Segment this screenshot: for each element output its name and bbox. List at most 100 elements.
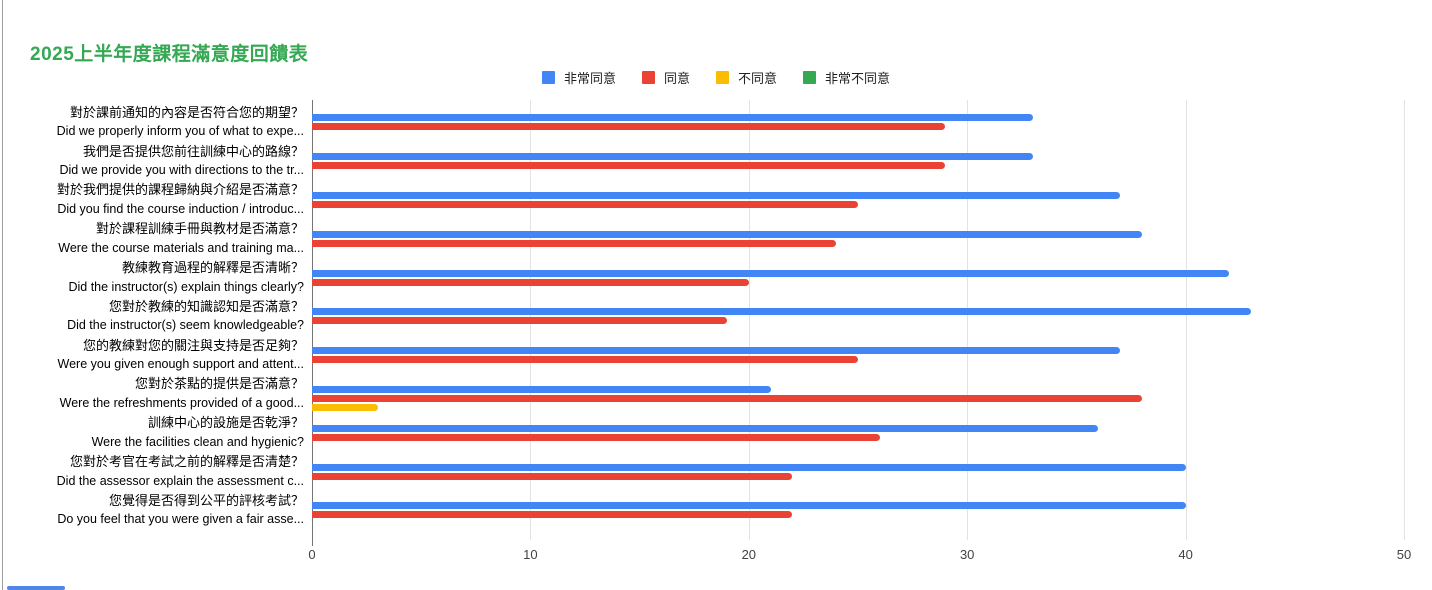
legend-label: 不同意 (738, 71, 778, 86)
category-label: 您的教練對您的關注與支持是否足夠？ Were you given enough s… (0, 336, 312, 375)
category-row: 對於課程訓練手冊與教材是否滿意？ Were the course material… (0, 219, 1404, 258)
category-row: 對於課前通知的內容是否符合您的期望？ Did we properly inform… (0, 103, 1404, 142)
category-row: 您對於考官在考試之前的解釋是否清楚？ Did the assessor expla… (0, 452, 1404, 491)
bar-同意 (312, 511, 793, 519)
category-label: 您對於茶點的提供是否滿意？ Were the refreshments provi… (0, 375, 312, 414)
category-label-zh: 您對於茶點的提供是否滿意？ (134, 376, 304, 392)
category-bars (312, 258, 1404, 297)
category-label-en: Did we properly inform you of what to ex… (56, 124, 304, 139)
category-label-zh: 您對於教練的知識認知是否滿意？ (108, 298, 304, 314)
bar-同意 (312, 200, 858, 208)
bar-非常同意 (312, 153, 1033, 161)
legend-item: 非常不同意 (803, 68, 890, 87)
category-bars (312, 452, 1404, 491)
bar-不同意 (312, 403, 378, 411)
category-label-en: Did the instructor(s) explain things cle… (68, 279, 304, 294)
bar-同意 (312, 239, 837, 247)
bar-同意 (312, 472, 793, 480)
category-bars (312, 103, 1404, 142)
category-label: 對於我們提供的課程歸納與介紹是否滿意？ Did you find the cour… (0, 181, 312, 220)
category-label: 您對於考官在考試之前的解釋是否清楚？ Did the assessor expla… (0, 452, 312, 491)
category-label-zh: 您的教練對您的關注與支持是否足夠？ (82, 337, 304, 353)
x-axis-tick-label: 40 (1178, 547, 1193, 562)
category-row: 您的教練對您的關注與支持是否足夠？ Were you given enough s… (0, 336, 1404, 375)
legend-item: 同意 (641, 68, 690, 87)
category-label-zh: 對於課程訓練手冊與教材是否滿意？ (95, 221, 304, 237)
category-row: 教練教育過程的解釋是否清晰？ Did the instructor(s) expl… (0, 258, 1404, 297)
category-label: 您覺得是否得到公平的評核考試？ Do you feel that you were… (0, 491, 312, 530)
legend-label: 非常不同意 (825, 71, 891, 86)
category-label-en: Were the refreshments provided of a good… (59, 395, 304, 410)
category-label-en: Were the facilities clean and hygienic? (91, 434, 304, 449)
category-label: 訓練中心的設施是否乾淨？ Were the facilities clean an… (0, 413, 312, 452)
legend-swatch (541, 71, 555, 84)
panel-left-border (2, 0, 3, 590)
bar-同意 (312, 278, 749, 286)
category-row: 對於我們提供的課程歸納與介紹是否滿意？ Did you find the cour… (0, 181, 1404, 220)
horizontal-scrollbar-thumb[interactable] (7, 586, 65, 590)
gridline (748, 100, 750, 540)
category-label-en: Did we provide you with directions to th… (59, 163, 304, 178)
bar-非常同意 (312, 385, 771, 393)
category-bars (312, 375, 1404, 414)
category-row: 您覺得是否得到公平的評核考試？ Do you feel that you were… (0, 491, 1404, 530)
category-label-zh: 我們是否提供您前往訓練中心的路線？ (82, 143, 304, 159)
category-bars (312, 142, 1404, 181)
category-bars (312, 297, 1404, 336)
category-row: 您對於教練的知識認知是否滿意？ Did the instructor(s) see… (0, 297, 1404, 336)
x-axis-tick-label: 50 (1396, 547, 1412, 562)
bar-同意 (312, 433, 880, 441)
legend-swatch (641, 71, 655, 84)
bar-非常同意 (312, 424, 1099, 432)
bar-非常同意 (312, 230, 1142, 238)
category-label: 我們是否提供您前往訓練中心的路線？ Did we provide you with… (0, 142, 312, 181)
chart-title: 2025上半年度課程滿意度回饋表 (30, 43, 309, 65)
legend-item: 非常同意 (541, 68, 616, 87)
category-label-en: Do you feel that you were given a fair a… (57, 512, 304, 527)
category-label-zh: 教練教育過程的解釋是否清晰？ (121, 260, 304, 276)
legend-swatch (803, 71, 817, 84)
bar-同意 (312, 356, 858, 364)
category-label-en: Did the instructor(s) seem knowledgeable… (67, 318, 304, 333)
category-label: 教練教育過程的解釋是否清晰？ Did the instructor(s) expl… (0, 258, 312, 297)
category-label-zh: 訓練中心的設施是否乾淨？ (147, 415, 304, 431)
category-label: 對於課前通知的內容是否符合您的期望？ Did we properly inform… (0, 103, 312, 142)
gridline (967, 100, 969, 540)
bar-非常同意 (312, 347, 1121, 355)
category-row: 我們是否提供您前往訓練中心的路線？ Did we provide you with… (0, 142, 1404, 181)
bar-同意 (312, 394, 1142, 402)
bar-非常同意 (312, 191, 1121, 199)
category-label-zh: 對於課前通知的內容是否符合您的期望？ (69, 104, 304, 120)
x-axis-tick-label: 30 (959, 547, 975, 562)
category-label: 您對於教練的知識認知是否滿意？ Did the instructor(s) see… (0, 297, 312, 336)
category-label-zh: 您覺得是否得到公平的評核考試？ (108, 492, 304, 508)
category-label-en: Were you given enough support and attent… (57, 357, 304, 372)
x-axis-tick-label: 20 (741, 547, 757, 562)
category-bars (312, 336, 1404, 375)
category-row: 您對於茶點的提供是否滿意？ Were the refreshments provi… (0, 375, 1404, 414)
bar-非常同意 (312, 463, 1186, 471)
bar-非常同意 (312, 502, 1186, 510)
legend-label: 非常同意 (563, 71, 616, 86)
gridline (1185, 100, 1187, 540)
chart-legend: 非常同意 同意 不同意 非常不同意 (0, 68, 1432, 87)
category-label-en: Did the assessor explain the assessment … (56, 473, 304, 488)
category-bars (312, 491, 1404, 530)
bar-同意 (312, 123, 946, 131)
legend-swatch (716, 71, 729, 84)
category-row: 訓練中心的設施是否乾淨？ Were the facilities clean an… (0, 413, 1404, 452)
category-label-en: Were the course materials and training m… (58, 240, 304, 255)
bar-非常同意 (312, 308, 1252, 316)
category-label-zh: 對於我們提供的課程歸納與介紹是否滿意？ (56, 182, 304, 198)
bar-同意 (312, 162, 946, 170)
category-bars (312, 219, 1404, 258)
gridline (1404, 100, 1405, 540)
category-label: 對於課程訓練手冊與教材是否滿意？ Were the course material… (0, 219, 312, 258)
category-bars (312, 181, 1404, 220)
category-label-en: Did you find the course induction / intr… (57, 201, 304, 216)
legend-item: 不同意 (716, 68, 777, 87)
x-axis: 0 10 20 30 40 50 (0, 547, 1432, 565)
bar-非常同意 (312, 269, 1230, 277)
bar-非常同意 (312, 114, 1033, 122)
legend-label: 同意 (663, 71, 690, 86)
